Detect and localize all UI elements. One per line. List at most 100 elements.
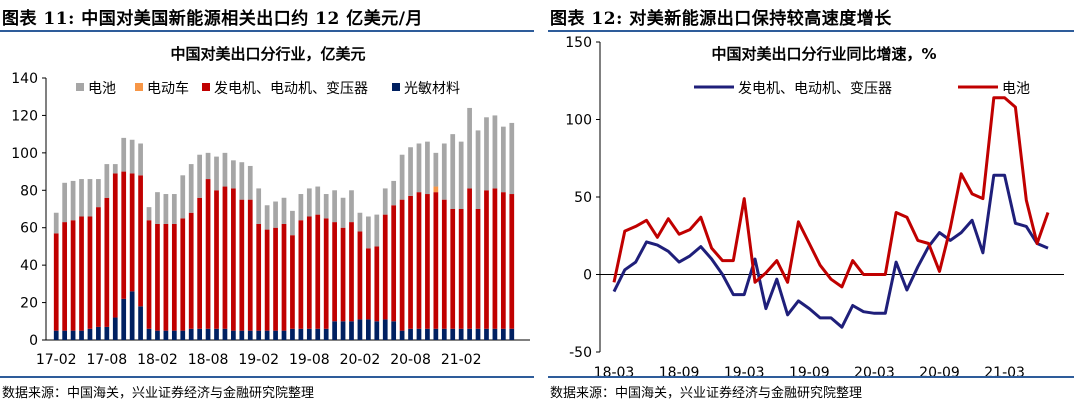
x-tick-label: 19-03	[724, 365, 765, 376]
bar-segment	[340, 197, 346, 228]
y-tick-label: 80	[20, 183, 38, 199]
x-tick-label: 21-03	[984, 365, 1025, 376]
bar-segment	[315, 214, 321, 329]
bar-segment	[391, 205, 397, 322]
bar-segment	[87, 179, 93, 217]
bar-segment	[298, 220, 304, 329]
stacked-bar-chart: 中国对美出口分行业，亿美元 0 20 40 60 80 100 120 140 17-02 17-0…	[11, 45, 530, 368]
bar-segment	[349, 321, 354, 340]
bar-segment	[138, 143, 143, 176]
bar-segment	[163, 194, 169, 224]
bar-segment	[290, 328, 295, 340]
bar-segment	[214, 190, 219, 329]
bar-segment	[332, 321, 337, 340]
bar-segment	[129, 291, 135, 340]
bar-segment	[399, 330, 405, 340]
y-tick-label: 0	[583, 268, 592, 284]
bar-segment	[180, 218, 186, 331]
bar-segment	[231, 160, 236, 189]
bar-segment	[290, 210, 295, 236]
bar-segment	[433, 192, 439, 329]
y-tick-label: 100	[565, 113, 592, 129]
bar-segment	[323, 194, 329, 219]
bar-segment	[53, 212, 59, 234]
bar-segment	[197, 197, 202, 329]
bar-segment	[273, 227, 278, 331]
bar-segment	[306, 328, 312, 340]
bar-segment	[281, 223, 287, 331]
y-tick-label: 0	[29, 333, 38, 349]
bar-segment	[239, 162, 245, 200]
bar-segment	[416, 143, 422, 193]
bar-segment	[155, 330, 160, 340]
bar-segment	[500, 328, 506, 340]
left-source-note: 数据来源：中国海关，兴业证券经济与金融研究院整理	[2, 386, 315, 401]
bar-segment	[62, 330, 68, 340]
bar-segment	[315, 186, 321, 215]
bar-segment	[256, 330, 262, 340]
x-tick-label: 20-02	[340, 352, 381, 368]
bar-segment	[500, 192, 506, 329]
bar-segment	[138, 306, 143, 340]
x-tick-label: 18-03	[594, 365, 635, 376]
bar-segment	[205, 179, 211, 329]
bar-segment	[484, 328, 489, 340]
x-tick-label: 20-03	[854, 365, 895, 376]
bar-segment	[129, 173, 135, 292]
bar-segment	[155, 192, 160, 224]
bar-segment	[96, 326, 101, 340]
bar-segment	[53, 330, 59, 340]
bar-segment	[366, 216, 371, 249]
x-tick-label: 17-08	[86, 352, 127, 368]
right-panel: 图表 12: 对美新能源出口保持较高速度增长 中国对美出口分行业同比增速，% -5…	[548, 0, 1080, 413]
bar-segment	[509, 122, 515, 195]
bar-segment	[458, 209, 464, 329]
bar-segment	[163, 330, 169, 340]
legend-label: 电池	[1002, 81, 1030, 97]
bar-segment	[112, 173, 118, 318]
right-figure-title: 图表 12: 对美新能源出口保持较高速度增长	[550, 9, 892, 29]
bar-segment	[171, 330, 177, 340]
bar-segment	[433, 186, 439, 193]
bar-segment	[458, 141, 464, 209]
bar-segment	[273, 330, 278, 340]
bar-segment	[441, 328, 447, 340]
bar-segment	[247, 199, 253, 331]
bar-segment	[467, 107, 472, 189]
bar-segment	[247, 165, 253, 200]
legend-swatch	[135, 83, 143, 91]
y-tick-label: -50	[569, 345, 592, 361]
bar-segment	[281, 330, 287, 340]
bar-segment	[492, 328, 498, 340]
bar-segment	[138, 175, 143, 307]
bar-segment	[315, 328, 321, 340]
y-tick-label: 60	[20, 221, 38, 237]
bar-segment	[366, 248, 371, 320]
bar-segment	[87, 216, 93, 329]
chart-title: 中国对美出口分行业同比增速，%	[711, 45, 936, 63]
bar-segment	[171, 223, 177, 331]
bar-segment	[205, 328, 211, 340]
chart-title: 中国对美出口分行业，亿美元	[170, 45, 365, 63]
bar-segment	[306, 216, 312, 329]
bar-segment	[112, 164, 118, 174]
bar-segment	[433, 328, 439, 340]
bar-segment	[509, 328, 515, 340]
bar-segment	[264, 205, 270, 230]
bar-segment	[96, 179, 101, 208]
bar-segment	[197, 154, 202, 198]
bar-segment	[382, 188, 388, 215]
bar-segment	[104, 326, 110, 340]
bar-segment	[441, 199, 447, 329]
bar-segment	[349, 190, 354, 223]
legend-label: 发电机、电动机、变压器	[214, 81, 368, 97]
bar-segment	[357, 319, 363, 340]
bar-segment	[163, 223, 169, 331]
x-tick-label: 20-09	[919, 365, 960, 376]
bar-segment	[475, 209, 481, 329]
y-tick-label: 40	[20, 258, 38, 274]
bar-segment	[357, 212, 363, 232]
bar-segment	[391, 321, 397, 340]
bar-segment	[188, 328, 194, 340]
bar-segment	[70, 220, 76, 331]
